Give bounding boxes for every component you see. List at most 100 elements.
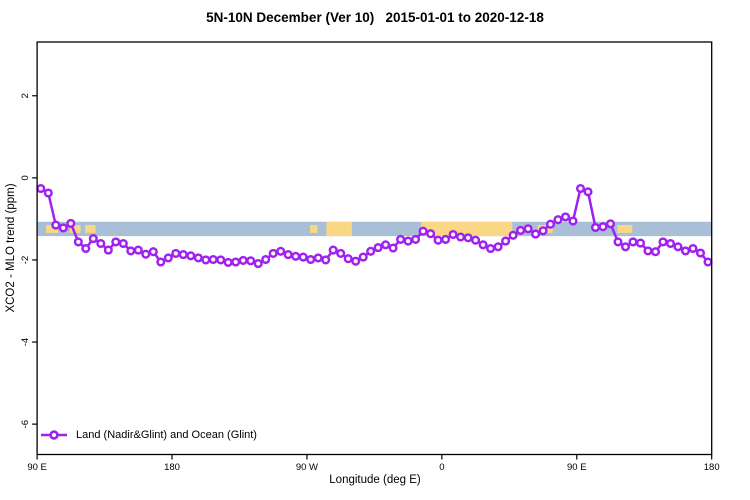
data-point: [516, 225, 526, 235]
data-point: [456, 232, 466, 242]
x-tick-label: 90 E: [567, 462, 587, 473]
data-point: [560, 212, 571, 222]
data-point: [163, 253, 173, 263]
data-point: [508, 230, 518, 240]
data-point: [628, 237, 638, 247]
legend: Land (Nadir&Glint) and Ocean (Glint): [40, 429, 257, 441]
y-tick-label: -4: [20, 338, 31, 346]
data-point: [66, 218, 76, 228]
x-tick-label: 90 W: [296, 462, 318, 473]
reference-band-land: [85, 225, 96, 233]
data-point: [501, 236, 511, 246]
reference-band-land: [326, 221, 352, 237]
data-point: [396, 234, 406, 244]
data-point: [253, 259, 263, 269]
data-point: [216, 255, 226, 265]
data-point: [73, 237, 83, 247]
data-point: [590, 222, 601, 233]
data-point: [695, 248, 706, 258]
reference-band-land: [46, 225, 59, 233]
data-point: [103, 245, 113, 255]
data-point: [478, 240, 488, 250]
data-point: [231, 257, 241, 267]
legend-label: Land (Nadir&Glint) and Ocean (Glint): [76, 429, 257, 441]
data-point: [411, 234, 421, 244]
data-point: [680, 246, 691, 256]
data-point: [673, 242, 683, 252]
data-point: [81, 243, 91, 254]
data-point: [471, 235, 481, 245]
data-point: [613, 237, 623, 247]
data-point: [186, 251, 196, 261]
data-point: [133, 245, 143, 255]
data-point: [178, 250, 188, 260]
chart-title: 5N-10N December (Ver 10) 2015-01-01 to 2…: [206, 10, 544, 25]
x-tick-label: 0: [439, 462, 444, 473]
data-point: [96, 238, 106, 249]
data-point: [306, 254, 316, 265]
plot-border: [36, 41, 713, 456]
data-point: [141, 249, 151, 259]
y-tick-label: -2: [20, 256, 31, 264]
data-point: [418, 226, 428, 236]
data-point: [343, 254, 353, 264]
data-point: [403, 236, 413, 246]
data-point: [276, 246, 286, 256]
data-point: [171, 248, 181, 258]
data-point: [583, 187, 593, 197]
data-point: [388, 243, 398, 253]
data-point: [336, 248, 346, 258]
data-point: [111, 237, 121, 247]
data-point: [568, 216, 578, 226]
y-tick-label: -6: [20, 420, 31, 428]
data-point: [553, 215, 563, 225]
data-point: [208, 254, 218, 265]
data-point: [545, 219, 556, 229]
data-point: [688, 243, 698, 254]
data-point: [261, 254, 271, 265]
data-point: [448, 229, 458, 240]
legend-line-marker-icon: [41, 430, 67, 440]
data-point: [88, 234, 98, 244]
data-point: [598, 222, 608, 232]
data-point: [328, 245, 338, 255]
data-point: [523, 224, 533, 234]
y-tick-label: 2: [20, 93, 31, 98]
data-point: [650, 247, 661, 257]
data-point: [658, 237, 668, 247]
data-point: [643, 246, 653, 256]
data-point: [291, 251, 301, 261]
data-point: [283, 250, 293, 260]
data-point: [665, 238, 676, 249]
reference-band-land: [70, 225, 81, 233]
reference-band-land: [617, 225, 633, 233]
data-point: [238, 255, 248, 265]
data-point: [313, 253, 323, 263]
data-point: [441, 234, 451, 244]
data-point: [358, 252, 368, 262]
x-tick-label: 180: [704, 462, 720, 473]
data-point: [486, 243, 496, 254]
data-point: [575, 183, 586, 194]
data-point: [223, 257, 233, 267]
data-point: [321, 255, 331, 265]
data-point: [463, 233, 473, 243]
data-point: [531, 229, 541, 239]
data-point: [493, 242, 503, 252]
data-point: [298, 252, 308, 262]
reference-band-land: [420, 221, 513, 237]
data-point: [635, 238, 646, 248]
data-point: [366, 246, 376, 256]
reference-band-land: [309, 225, 318, 233]
data-point: [51, 220, 61, 230]
data-point: [193, 253, 203, 263]
data-point: [351, 256, 361, 266]
data-point: [381, 240, 391, 250]
data-point: [703, 257, 713, 267]
x-tick-label: 90 E: [27, 462, 47, 473]
data-point: [36, 183, 46, 194]
data-point: [148, 247, 158, 257]
data-point: [43, 188, 53, 198]
